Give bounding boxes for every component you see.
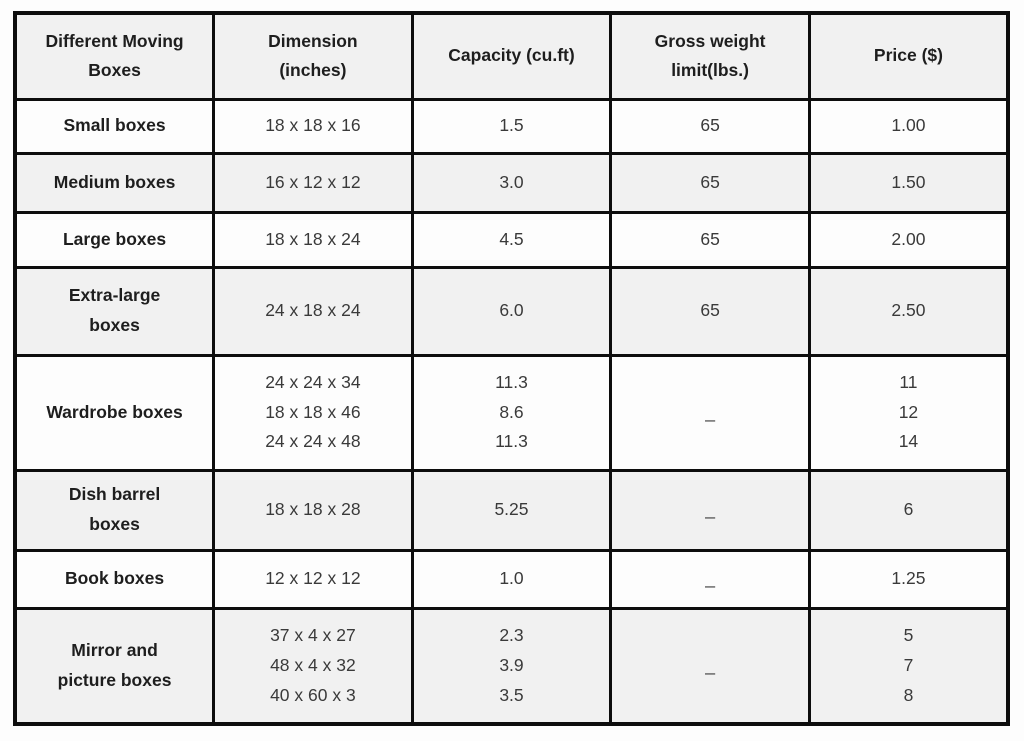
cell-weight: _: [609, 468, 811, 552]
moving-boxes-table: Different Moving Boxes Dimension (inches…: [13, 11, 1010, 726]
col-header-weight: Gross weight limit(lbs.): [609, 11, 811, 101]
cell-dimension: 18 x 18 x 16: [212, 97, 414, 155]
table-row-small-boxes: Small boxes 18 x 18 x 16 1.5 65 1.00: [13, 97, 1010, 155]
cell-name: Wardrobe boxes: [13, 353, 216, 472]
cell-dimension: 24 x 18 x 24: [212, 265, 414, 357]
cell-price: 2.50: [807, 265, 1010, 357]
cell-name: Small boxes: [13, 97, 216, 155]
cell-price: 1.00: [807, 97, 1010, 155]
col-header-boxes: Different Moving Boxes: [13, 11, 216, 101]
cell-name: Mirror and picture boxes: [13, 606, 216, 726]
cell-name: Book boxes: [13, 548, 216, 610]
cell-price: 2.00: [807, 210, 1010, 269]
cell-capacity: 11.3 8.6 11.3: [410, 353, 613, 472]
cell-weight: _: [609, 353, 811, 472]
cell-dimension: 18 x 18 x 24: [212, 210, 414, 269]
table-row-mirror-picture-boxes: Mirror and picture boxes 37 x 4 x 27 48 …: [13, 606, 1010, 726]
cell-name: Large boxes: [13, 210, 216, 269]
cell-capacity: 6.0: [410, 265, 613, 357]
cell-price: 1.25: [807, 548, 1010, 610]
table-row-extra-large-boxes: Extra-large boxes 24 x 18 x 24 6.0 65 2.…: [13, 265, 1010, 357]
cell-dimension: 12 x 12 x 12: [212, 548, 414, 610]
table-body: Small boxes 18 x 18 x 16 1.5 65 1.00 Med…: [13, 97, 1010, 726]
table-row-book-boxes: Book boxes 12 x 12 x 12 1.0 _ 1.25: [13, 548, 1010, 610]
cell-dimension: 16 x 12 x 12: [212, 151, 414, 214]
cell-price: 11 12 14: [807, 353, 1010, 472]
cell-weight: 65: [609, 265, 811, 357]
cell-dimension: 18 x 18 x 28: [212, 468, 414, 552]
cell-capacity: 1.5: [410, 97, 613, 155]
col-header-dimension: Dimension (inches): [212, 11, 414, 101]
cell-dimension: 37 x 4 x 27 48 x 4 x 32 40 x 60 x 3: [212, 606, 414, 726]
cell-capacity: 1.0: [410, 548, 613, 610]
table-header: Different Moving Boxes Dimension (inches…: [13, 11, 1010, 101]
cell-name: Medium boxes: [13, 151, 216, 214]
cell-price: 5 7 8: [807, 606, 1010, 726]
cell-dimension: 24 x 24 x 34 18 x 18 x 46 24 x 24 x 48: [212, 353, 414, 472]
header-row: Different Moving Boxes Dimension (inches…: [13, 11, 1010, 101]
cell-weight: 65: [609, 97, 811, 155]
cell-weight: _: [609, 606, 811, 726]
cell-weight: _: [609, 548, 811, 610]
cell-capacity: 4.5: [410, 210, 613, 269]
cell-weight: 65: [609, 151, 811, 214]
cell-price: 6: [807, 468, 1010, 552]
table-row-wardrobe-boxes: Wardrobe boxes 24 x 24 x 34 18 x 18 x 46…: [13, 353, 1010, 472]
cell-name: Extra-large boxes: [13, 265, 216, 357]
cell-capacity: 5.25: [410, 468, 613, 552]
cell-capacity: 3.0: [410, 151, 613, 214]
cell-weight: 65: [609, 210, 811, 269]
cell-name: Dish barrel boxes: [13, 468, 216, 552]
col-header-capacity: Capacity (cu.ft): [410, 11, 613, 101]
table-row-medium-boxes: Medium boxes 16 x 12 x 12 3.0 65 1.50: [13, 151, 1010, 214]
table-row-dish-barrel-boxes: Dish barrel boxes 18 x 18 x 28 5.25 _ 6: [13, 468, 1010, 552]
cell-capacity: 2.3 3.9 3.5: [410, 606, 613, 726]
col-header-price: Price ($): [807, 11, 1010, 101]
cell-price: 1.50: [807, 151, 1010, 214]
table-row-large-boxes: Large boxes 18 x 18 x 24 4.5 65 2.00: [13, 210, 1010, 269]
